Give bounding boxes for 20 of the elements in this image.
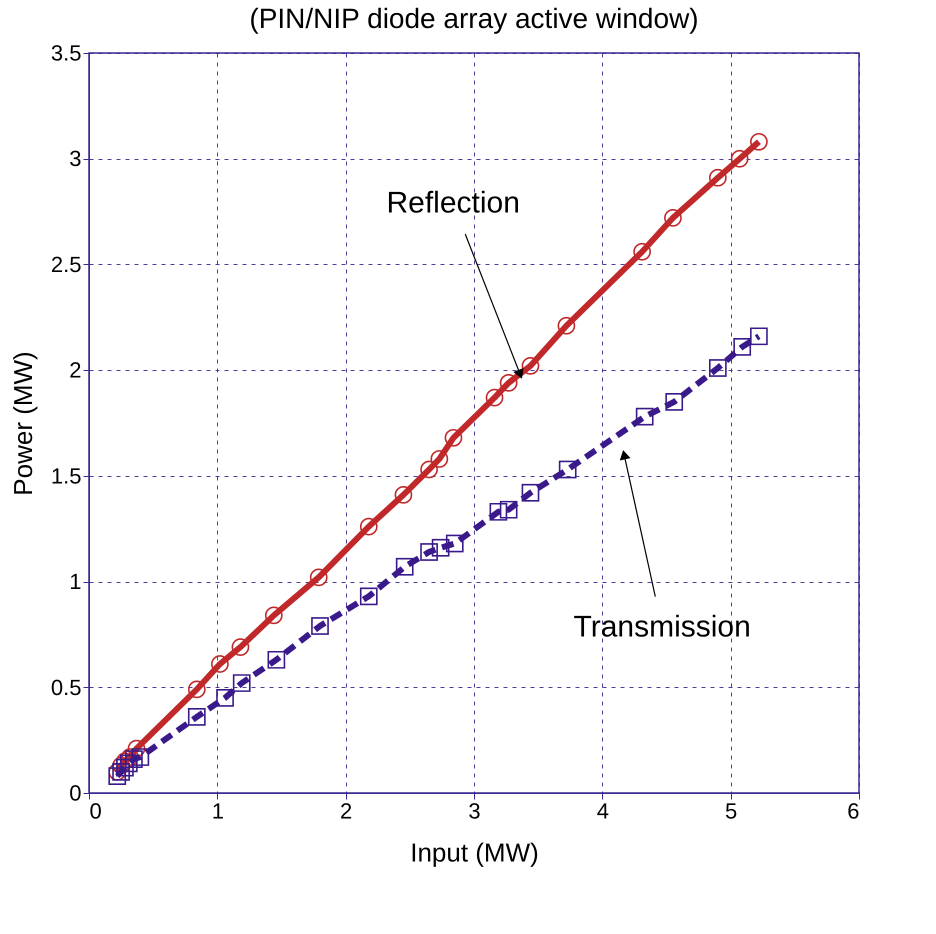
chart-title: (PIN/NIP diode array active window) <box>249 3 699 34</box>
annotation: Transmission <box>574 610 751 644</box>
y-tick-label: 1 <box>69 569 82 594</box>
y-tick-label: 1.5 <box>50 463 82 488</box>
x-tick-label: 5 <box>725 798 738 824</box>
x-tick-label: 2 <box>340 798 352 824</box>
y-tick-label: 2.5 <box>50 252 82 277</box>
x-tick-label: 6 <box>847 798 860 824</box>
y-axis-title: Power (MW) <box>8 351 38 496</box>
y-tick-label: 3 <box>69 146 82 172</box>
annotation: Reflection <box>386 186 520 220</box>
y-tick-label: 0.5 <box>50 674 82 700</box>
y-tick-label: 0 <box>69 780 82 806</box>
x-axis-title: Input (MW) <box>410 838 539 868</box>
x-tick-label: 0 <box>90 798 102 824</box>
x-tick-label: 4 <box>596 798 609 824</box>
y-tick-label: 2 <box>69 358 82 383</box>
y-tick-label: 3.5 <box>50 40 82 66</box>
x-tick-label: 3 <box>468 798 481 824</box>
x-tick-label: 1 <box>212 798 224 824</box>
